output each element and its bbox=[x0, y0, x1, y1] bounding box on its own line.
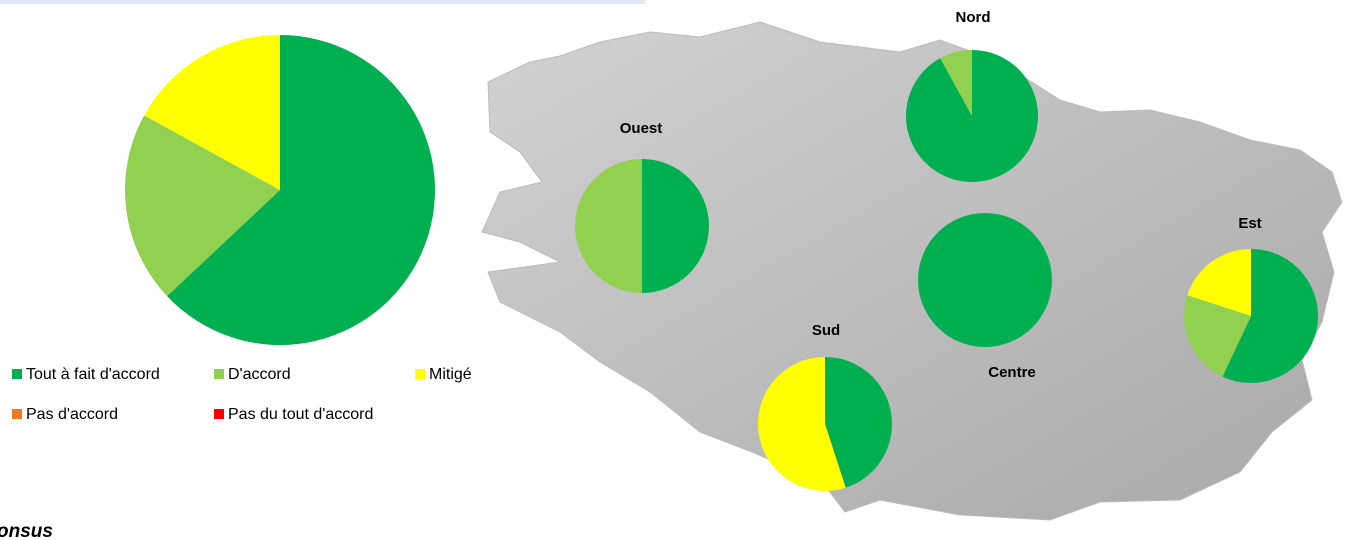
map bbox=[481, 21, 1343, 521]
pie-slice bbox=[167, 35, 435, 345]
pie-slice bbox=[1222, 249, 1318, 383]
legend-swatch bbox=[12, 409, 22, 419]
pie-slice bbox=[144, 35, 280, 190]
legend-swatch bbox=[415, 369, 425, 379]
legend-label: Tout à fait d'accord bbox=[26, 366, 160, 383]
pie-slice bbox=[758, 357, 846, 492]
pie-slice bbox=[940, 50, 972, 116]
region-label: Sud bbox=[812, 322, 840, 339]
legend-swatch bbox=[214, 369, 224, 379]
region-label: Ouest bbox=[620, 120, 663, 137]
pie-slice bbox=[918, 213, 1052, 347]
legend-swatch bbox=[12, 369, 22, 379]
legend-label: Pas du tout d'accord bbox=[228, 406, 373, 423]
legend-label: Pas d'accord bbox=[26, 406, 118, 423]
legend-swatch bbox=[214, 409, 224, 419]
pie-slice bbox=[642, 159, 709, 293]
pie-slice bbox=[1183, 295, 1251, 377]
pie-slice bbox=[125, 115, 280, 297]
legend-label: D'accord bbox=[228, 366, 291, 383]
pie-slice bbox=[1187, 249, 1251, 316]
region-label: Est bbox=[1238, 215, 1261, 232]
pie-slice bbox=[825, 357, 892, 488]
pie-slice bbox=[575, 159, 642, 293]
legend-label: Mitigé bbox=[429, 366, 472, 383]
pie-slice bbox=[906, 50, 1039, 183]
region-label: Centre bbox=[988, 364, 1036, 381]
footer-text: onsus bbox=[0, 521, 53, 540]
region-label: Nord bbox=[956, 9, 991, 26]
top-strip bbox=[0, 0, 645, 4]
